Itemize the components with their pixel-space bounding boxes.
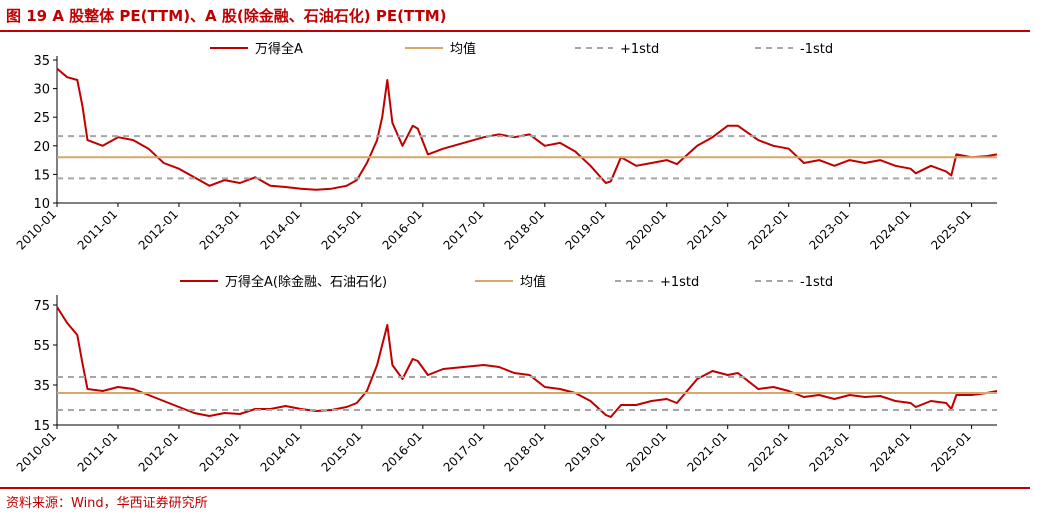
source-rule — [0, 487, 1030, 489]
y-tick-label: 35 — [33, 54, 50, 69]
x-tick-label: 2013-01 — [197, 429, 242, 474]
legend-label: 万得全A — [255, 41, 303, 57]
x-tick-label: 2011-01 — [75, 429, 120, 474]
legend-label: -1std — [800, 42, 833, 57]
x-tick-label: 2024-01 — [867, 207, 912, 252]
y-tick-label: 35 — [33, 379, 50, 394]
x-tick-label: 2014-01 — [258, 207, 303, 252]
chart-1: 10 15 20 25 30 35 2010-01 2011-01 2012-01 2013-01… — [14, 41, 998, 253]
x-tick-label: 2018-01 — [502, 429, 547, 474]
x-tick-label: 2019-01 — [563, 429, 608, 474]
figure-title: 图 19 A 股整体 PE(TTM)、A 股(除金融、石油石化) PE(TTM) — [6, 7, 447, 25]
x-tick-label: 2022-01 — [745, 207, 790, 252]
x-tick-label: 2019-01 — [563, 207, 608, 252]
x-tick-label: 2016-01 — [380, 429, 425, 474]
x-tick-label: 2022-01 — [745, 429, 790, 474]
y-tick-label: 15 — [33, 168, 50, 183]
x-tick-label: 2018-01 — [502, 207, 547, 252]
y-tick-label: 20 — [33, 140, 50, 155]
y-tick-label: 75 — [33, 299, 50, 314]
x-tick-label: 2020-01 — [623, 429, 668, 474]
x-tick-label: 2014-01 — [258, 429, 303, 474]
x-tick-label: 2012-01 — [136, 429, 181, 474]
legend-label: -1std — [800, 275, 833, 290]
legend-label: 均值 — [450, 41, 476, 57]
y-tick-label: 30 — [33, 83, 50, 98]
x-tick-label: 2015-01 — [319, 207, 364, 252]
legend-label: 万得全A(除金融、石油石化) — [225, 274, 387, 290]
y-tick-label: 15 — [33, 419, 50, 434]
x-tick-label: 2013-01 — [197, 207, 242, 252]
x-tick-label: 2012-01 — [136, 207, 181, 252]
x-tick-label: 2017-01 — [441, 429, 486, 474]
x-tick-label: 2021-01 — [684, 207, 729, 252]
x-tick-label: 2021-01 — [684, 429, 729, 474]
x-tick-label: 2010-01 — [14, 429, 59, 474]
legend-label: +1std — [620, 42, 659, 57]
x-tick-label: 2023-01 — [806, 207, 851, 252]
x-tick-label: 2011-01 — [75, 207, 120, 252]
source-note: 资料来源：Wind，华西证券研究所 — [6, 496, 208, 511]
title-rule — [0, 30, 1030, 32]
y-tick-label: 55 — [33, 339, 50, 354]
legend-label: 均值 — [520, 274, 546, 290]
x-tick-label: 2015-01 — [319, 429, 364, 474]
x-tick-label: 2025-01 — [928, 207, 973, 252]
x-tick-label: 2020-01 — [623, 207, 668, 252]
x-tick-label: 2024-01 — [867, 429, 912, 474]
x-tick-label: 2010-01 — [14, 207, 59, 252]
y-tick-label: 10 — [33, 197, 50, 212]
x-tick-label: 2023-01 — [806, 429, 851, 474]
x-tick-label: 2016-01 — [380, 207, 425, 252]
x-tick-label: 2017-01 — [441, 207, 486, 252]
x-tick-label: 2025-01 — [928, 429, 973, 474]
chart-2: 15 35 55 75 2010-01 2011-01 2012-01 2013-01 2014… — [14, 274, 998, 475]
series-line — [56, 306, 998, 418]
y-tick-label: 25 — [33, 111, 50, 126]
legend-label: +1std — [660, 275, 699, 290]
series-line — [56, 67, 998, 191]
